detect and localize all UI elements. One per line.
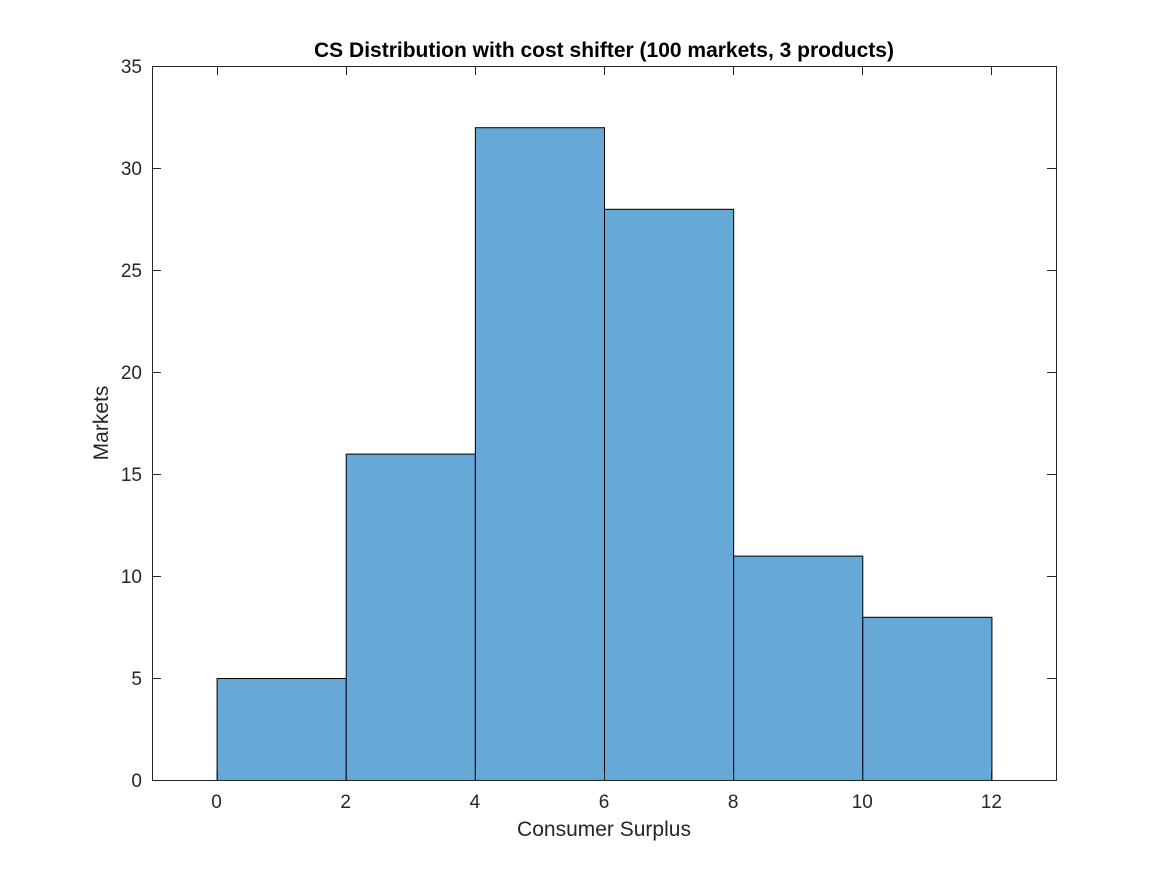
y-tick-label: 5	[131, 669, 142, 690]
y-tick-label: 20	[121, 363, 142, 384]
y-tick-label: 35	[121, 57, 142, 78]
histogram-bar	[862, 616, 993, 781]
x-tick-label: 12	[981, 792, 1002, 813]
y-axis-label: Markets	[90, 386, 113, 461]
y-tick-label: 25	[121, 261, 142, 282]
x-tick-label: 2	[340, 792, 351, 813]
y-tick-label: 15	[121, 465, 142, 486]
x-tick-label: 10	[852, 792, 873, 813]
y-axis-ticks: 0 5 10 15 20 25 30 35	[121, 57, 1056, 792]
x-tick-label: 8	[728, 792, 739, 813]
histogram-bar	[345, 453, 476, 781]
x-tick-label: 6	[599, 792, 610, 813]
y-tick-label: 10	[121, 567, 142, 588]
histogram-bar	[216, 678, 347, 781]
histogram-bars	[216, 127, 993, 782]
chart-title: CS Distribution with cost shifter (100 m…	[314, 39, 894, 62]
x-axis-ticks: 0 2 4 6 8 10 12	[211, 66, 1002, 813]
x-tick-label: 4	[470, 792, 481, 813]
y-tick-label: 0	[131, 771, 142, 792]
y-tick-label: 30	[121, 159, 142, 180]
histogram-bar	[733, 555, 864, 781]
x-tick-label: 0	[211, 792, 222, 813]
histogram-bar	[474, 127, 605, 781]
x-axis-label: Consumer Surplus	[517, 818, 691, 841]
histogram-bar	[604, 208, 735, 782]
